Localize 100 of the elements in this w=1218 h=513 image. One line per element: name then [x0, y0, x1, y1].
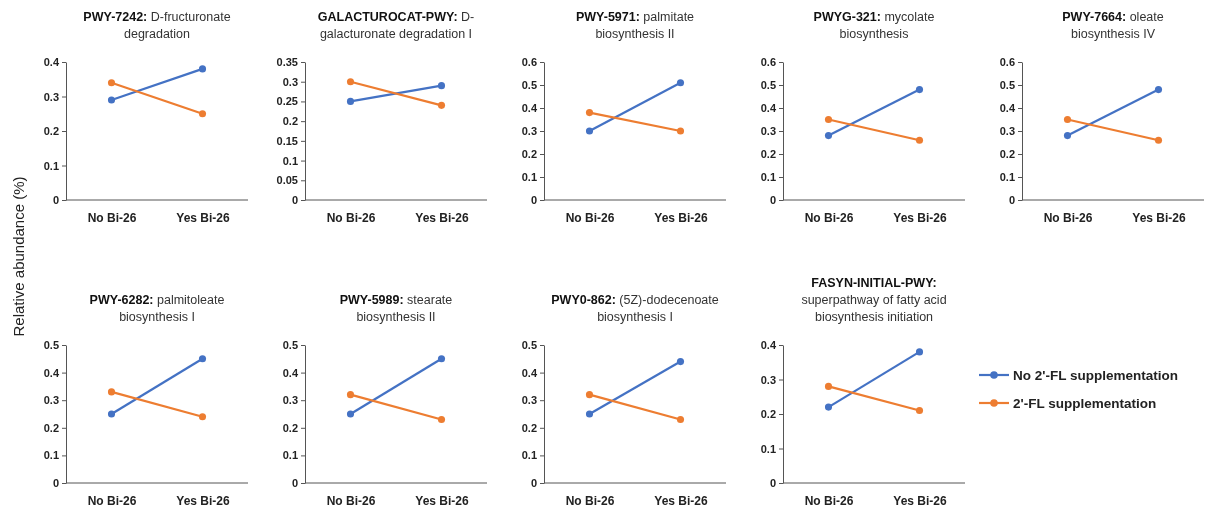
y-tick-label: 0.4 [521, 102, 538, 115]
chart-title: PWY0-862: (5Z)-dodecenoate biosynthesis I [551, 293, 719, 324]
y-tick-label: 0.1 [521, 449, 537, 462]
y-tick-label: 0.5 [43, 339, 59, 352]
y-tick-label: 0.2 [282, 421, 298, 434]
point [585, 391, 594, 399]
chart-title: PWYG-321: mycolate biosynthesis [813, 10, 935, 41]
point [676, 358, 685, 366]
y-tick-label: 0.5 [999, 79, 1015, 92]
point [676, 79, 685, 87]
y-tick-label: 0.5 [760, 79, 776, 92]
x-tick-label: No Bi-26 [87, 211, 137, 226]
x-tick-label: Yes Bi-26 [893, 211, 948, 226]
x-tick-label: No Bi-26 [1043, 211, 1093, 226]
y-tick-label: 0 [530, 194, 537, 207]
y-tick-label: 0.6 [760, 56, 776, 69]
x-tick-label: Yes Bi-26 [654, 211, 709, 226]
point [1154, 136, 1163, 144]
y-tick-label: 0.3 [760, 373, 776, 386]
y-tick-label: 0 [769, 477, 776, 490]
y-tick-label: 0 [291, 194, 298, 207]
point [346, 410, 355, 418]
y-tick-label: 0.6 [999, 56, 1015, 69]
point [676, 415, 685, 424]
y-tick-label: 0.3 [43, 394, 59, 407]
x-tick-label: No Bi-26 [804, 211, 854, 226]
y-tick-label: 0.2 [760, 408, 776, 421]
x-tick-label: No Bi-26 [326, 494, 376, 509]
x-tick-label: Yes Bi-26 [1132, 211, 1187, 226]
point [107, 96, 116, 104]
y-tick-label: 0.1 [760, 442, 776, 455]
chart-title: PWY-5971: palmitate biosynthesis II [575, 10, 695, 41]
y-tick-label: 0.25 [276, 95, 298, 108]
point [1063, 132, 1072, 140]
x-tick-label: No Bi-26 [804, 494, 854, 509]
y-tick-label: 0.3 [282, 394, 298, 407]
y-tick-label: 0.35 [276, 56, 298, 69]
point [107, 410, 116, 418]
point [198, 65, 207, 73]
x-tick-label: Yes Bi-26 [415, 494, 470, 509]
x-tick-label: No Bi-26 [565, 494, 615, 509]
chart-title: GALACTUROCAT-PWY: D-galacturonate degradation I [317, 10, 475, 41]
y-tick-label: 0.2 [521, 421, 537, 434]
y-tick-label: 0 [530, 477, 537, 490]
y-tick-label: 0.4 [521, 366, 538, 379]
point [198, 110, 207, 118]
x-tick-label: Yes Bi-26 [176, 211, 231, 226]
x-tick-label: No Bi-26 [87, 494, 137, 509]
legend-label: 2'-FL supplementation [1013, 395, 1157, 411]
point [915, 406, 924, 415]
y-tick-label: 0.2 [43, 125, 59, 138]
y-tick-label: 0.1 [521, 171, 537, 184]
point [437, 82, 446, 90]
y-tick-label: 0.2 [43, 421, 59, 434]
chart-title: PWY-7664: oleate biosynthesis IV [1062, 10, 1164, 41]
y-tick-label: 0.3 [43, 90, 59, 103]
x-tick-label: No Bi-26 [326, 211, 376, 226]
y-tick-label: 0.1 [282, 154, 298, 167]
point [585, 109, 594, 117]
x-tick-label: No Bi-26 [565, 211, 615, 226]
y-tick-label: 0.4 [43, 56, 60, 69]
point [824, 132, 833, 140]
point [346, 78, 355, 86]
y-tick-label: 0 [1008, 194, 1015, 207]
x-tick-label: Yes Bi-26 [415, 211, 470, 226]
y-tick-label: 0.4 [999, 102, 1016, 115]
y-tick-label: 0.4 [282, 366, 299, 379]
y-tick-label: 0.4 [760, 339, 777, 352]
y-tick-label: 0.1 [282, 449, 298, 462]
legend-label: No 2'-FL supplementation [1013, 367, 1178, 383]
point [107, 79, 116, 87]
x-tick-label: Yes Bi-26 [654, 494, 709, 509]
point [585, 410, 594, 418]
point [824, 115, 833, 124]
y-tick-label: 0.15 [276, 134, 298, 147]
y-tick-label: 0.4 [43, 366, 60, 379]
point [1063, 115, 1072, 124]
point [346, 391, 355, 399]
y-tick-label: 0.3 [521, 125, 537, 138]
y-tick-label: 0.6 [521, 56, 537, 69]
y-tick-label: 0 [52, 477, 59, 490]
y-tick-label: 0.3 [999, 125, 1015, 138]
y-tick-label: 0.2 [282, 115, 298, 128]
chart-title: PWY-5989: stearate biosynthesis II [339, 293, 453, 324]
x-tick-label: Yes Bi-26 [893, 494, 948, 509]
point [437, 101, 446, 109]
y-tick-label: 0.4 [760, 102, 777, 115]
y-tick-label: 0.1 [760, 171, 776, 184]
chart-title: FASYN-INITIAL-PWY: superpathway of fatty acid biosynthesis initiation [801, 276, 947, 324]
point [824, 403, 833, 411]
y-tick-label: 0.2 [760, 148, 776, 161]
point [198, 355, 207, 363]
point [437, 415, 446, 424]
point [915, 136, 924, 144]
y-tick-label: 0.3 [760, 125, 776, 138]
y-tick-label: 0.1 [999, 171, 1015, 184]
y-tick-label: 0.2 [999, 148, 1015, 161]
point [107, 388, 116, 396]
y-axis-title: Relative abundance (%) [10, 176, 27, 337]
y-tick-label: 0 [769, 194, 776, 207]
